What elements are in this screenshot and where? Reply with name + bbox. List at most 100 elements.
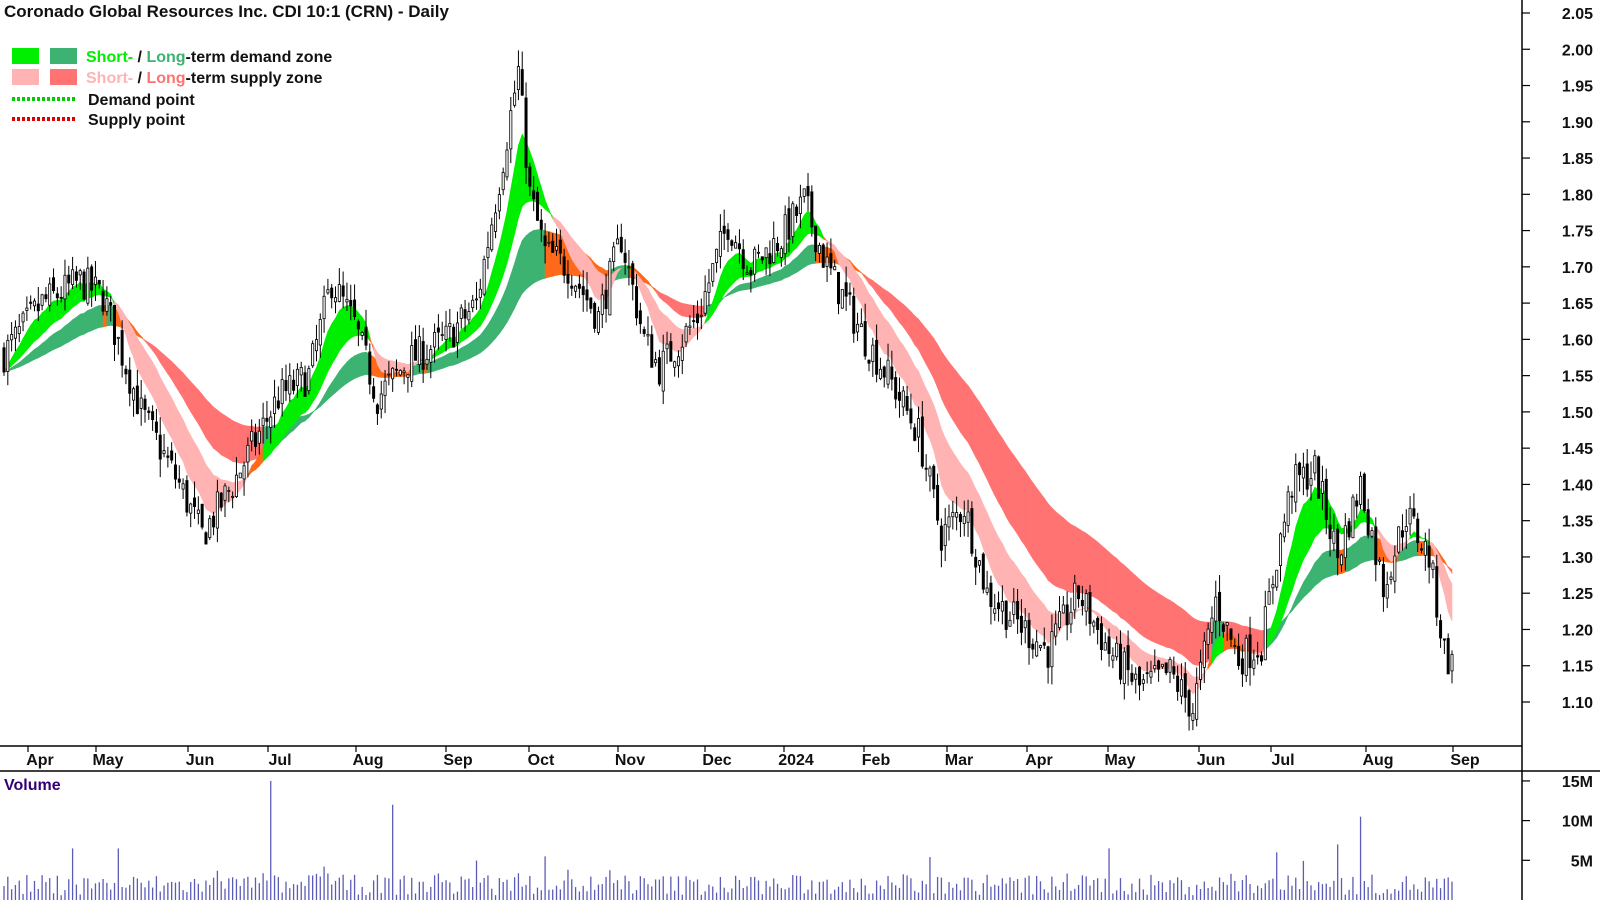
candle-body: [815, 226, 817, 252]
candle-body: [735, 243, 737, 249]
volume-tick-label: 5M: [1571, 853, 1593, 870]
candle-body: [765, 248, 767, 258]
long-term-zone-segment: [938, 344, 942, 398]
candle-body: [1001, 601, 1003, 611]
candle-body: [864, 321, 866, 356]
candle-body: [1371, 531, 1373, 537]
short-term-zone-segment: [926, 389, 930, 440]
candle-body: [559, 240, 561, 253]
long-term-zone-segment: [1406, 542, 1410, 559]
candle-body: [247, 445, 249, 462]
candle-body: [1199, 662, 1201, 679]
long-term-zone-segment: [1132, 572, 1136, 629]
price-tick-label: 1.15: [1562, 659, 1593, 676]
candle-body: [464, 310, 466, 319]
long-term-zone-segment: [987, 414, 991, 487]
short-term-zone-segment: [57, 300, 61, 321]
candle-body: [380, 394, 382, 409]
legend-demand-rest: -term demand zone: [186, 49, 333, 66]
short-term-zone-segment: [1147, 653, 1151, 671]
long-term-zone-segment: [530, 230, 534, 286]
candle-body: [483, 259, 485, 294]
candle-body: [68, 275, 70, 283]
candle-body: [411, 346, 413, 382]
candle-body: [1070, 612, 1072, 624]
candle-body: [529, 167, 531, 186]
long-term-zone-segment: [438, 357, 442, 370]
short-term-zone-segment: [76, 282, 80, 305]
long-term-zone-segment: [1185, 611, 1189, 661]
long-term-zone-segment: [446, 353, 450, 367]
legend-demand-zone-label: Short- / Long-term demand zone: [86, 49, 332, 66]
short-term-zone-segment: [728, 258, 732, 289]
date-tick-label: 2024: [778, 752, 814, 769]
long-term-zone-segment: [191, 382, 195, 418]
candle-body: [1436, 567, 1438, 618]
long-term-zone-segment: [1014, 455, 1018, 534]
short-term-zone-segment: [1303, 501, 1307, 559]
short-term-zone-segment: [595, 267, 599, 299]
candle-body: [1180, 680, 1182, 696]
candle-body: [1356, 501, 1358, 506]
candle-body: [312, 344, 314, 366]
candle-body: [502, 173, 504, 190]
volume-label: Volume: [4, 777, 61, 794]
legend-supply-sep: /: [133, 70, 146, 87]
short-term-zone-segment: [858, 274, 862, 304]
long-term-zone-segment: [1181, 608, 1185, 657]
candle-body: [536, 192, 538, 220]
long-term-zone-segment: [1349, 545, 1353, 571]
long-term-zone-segment: [435, 359, 439, 371]
candle-body: [1306, 464, 1308, 489]
short-term-zone-segment: [888, 322, 892, 360]
date-tick-label: Dec: [702, 752, 731, 769]
long-term-zone-segment: [1101, 545, 1105, 604]
candle-body: [1390, 577, 1392, 580]
candle-body: [98, 280, 100, 284]
candle-body: [510, 111, 512, 149]
candle-body: [56, 294, 58, 298]
long-term-zone-segment: [1147, 586, 1151, 641]
candle-body: [296, 369, 298, 385]
candle-body: [129, 370, 131, 393]
date-tick-label: Jul: [1271, 752, 1294, 769]
long-term-zone-segment: [1120, 562, 1124, 619]
candle-body: [1424, 541, 1426, 555]
long-term-zone-segment: [1140, 579, 1144, 636]
candle-body: [468, 312, 470, 320]
candle-body: [788, 209, 790, 240]
candle-body: [1085, 594, 1087, 611]
candle-body: [1276, 570, 1278, 587]
candle-body: [430, 350, 432, 363]
long-term-zone-segment: [972, 391, 976, 457]
candle-body: [723, 226, 725, 233]
candle-body: [456, 323, 458, 342]
long-term-zone-segment: [1178, 606, 1182, 654]
candle-body: [860, 324, 862, 327]
candle-body: [1295, 465, 1297, 502]
candle-body: [475, 299, 477, 300]
long-term-zone-segment: [1044, 498, 1048, 580]
short-term-zone-segment: [347, 306, 351, 342]
short-term-zone-segment: [1132, 641, 1136, 663]
long-term-zone-segment: [922, 324, 926, 364]
candle-body: [494, 213, 496, 232]
candle-body: [197, 510, 199, 513]
candle-body: [533, 191, 535, 199]
legend-demand-short-swatch: [12, 48, 39, 64]
candle-body: [693, 321, 695, 322]
long-term-zone-segment: [1322, 551, 1326, 579]
long-term-zone-segment: [57, 329, 61, 347]
candle-body: [1382, 564, 1384, 596]
short-term-zone-segment: [145, 350, 149, 390]
short-term-zone-segment: [724, 261, 728, 294]
long-term-zone-segment: [774, 271, 778, 282]
candle-body: [1123, 652, 1125, 684]
candle-body: [956, 513, 958, 518]
long-term-zone-segment: [351, 356, 355, 381]
candle-body: [178, 479, 180, 482]
candle-body: [1207, 629, 1209, 644]
candle-body: [1116, 643, 1118, 657]
